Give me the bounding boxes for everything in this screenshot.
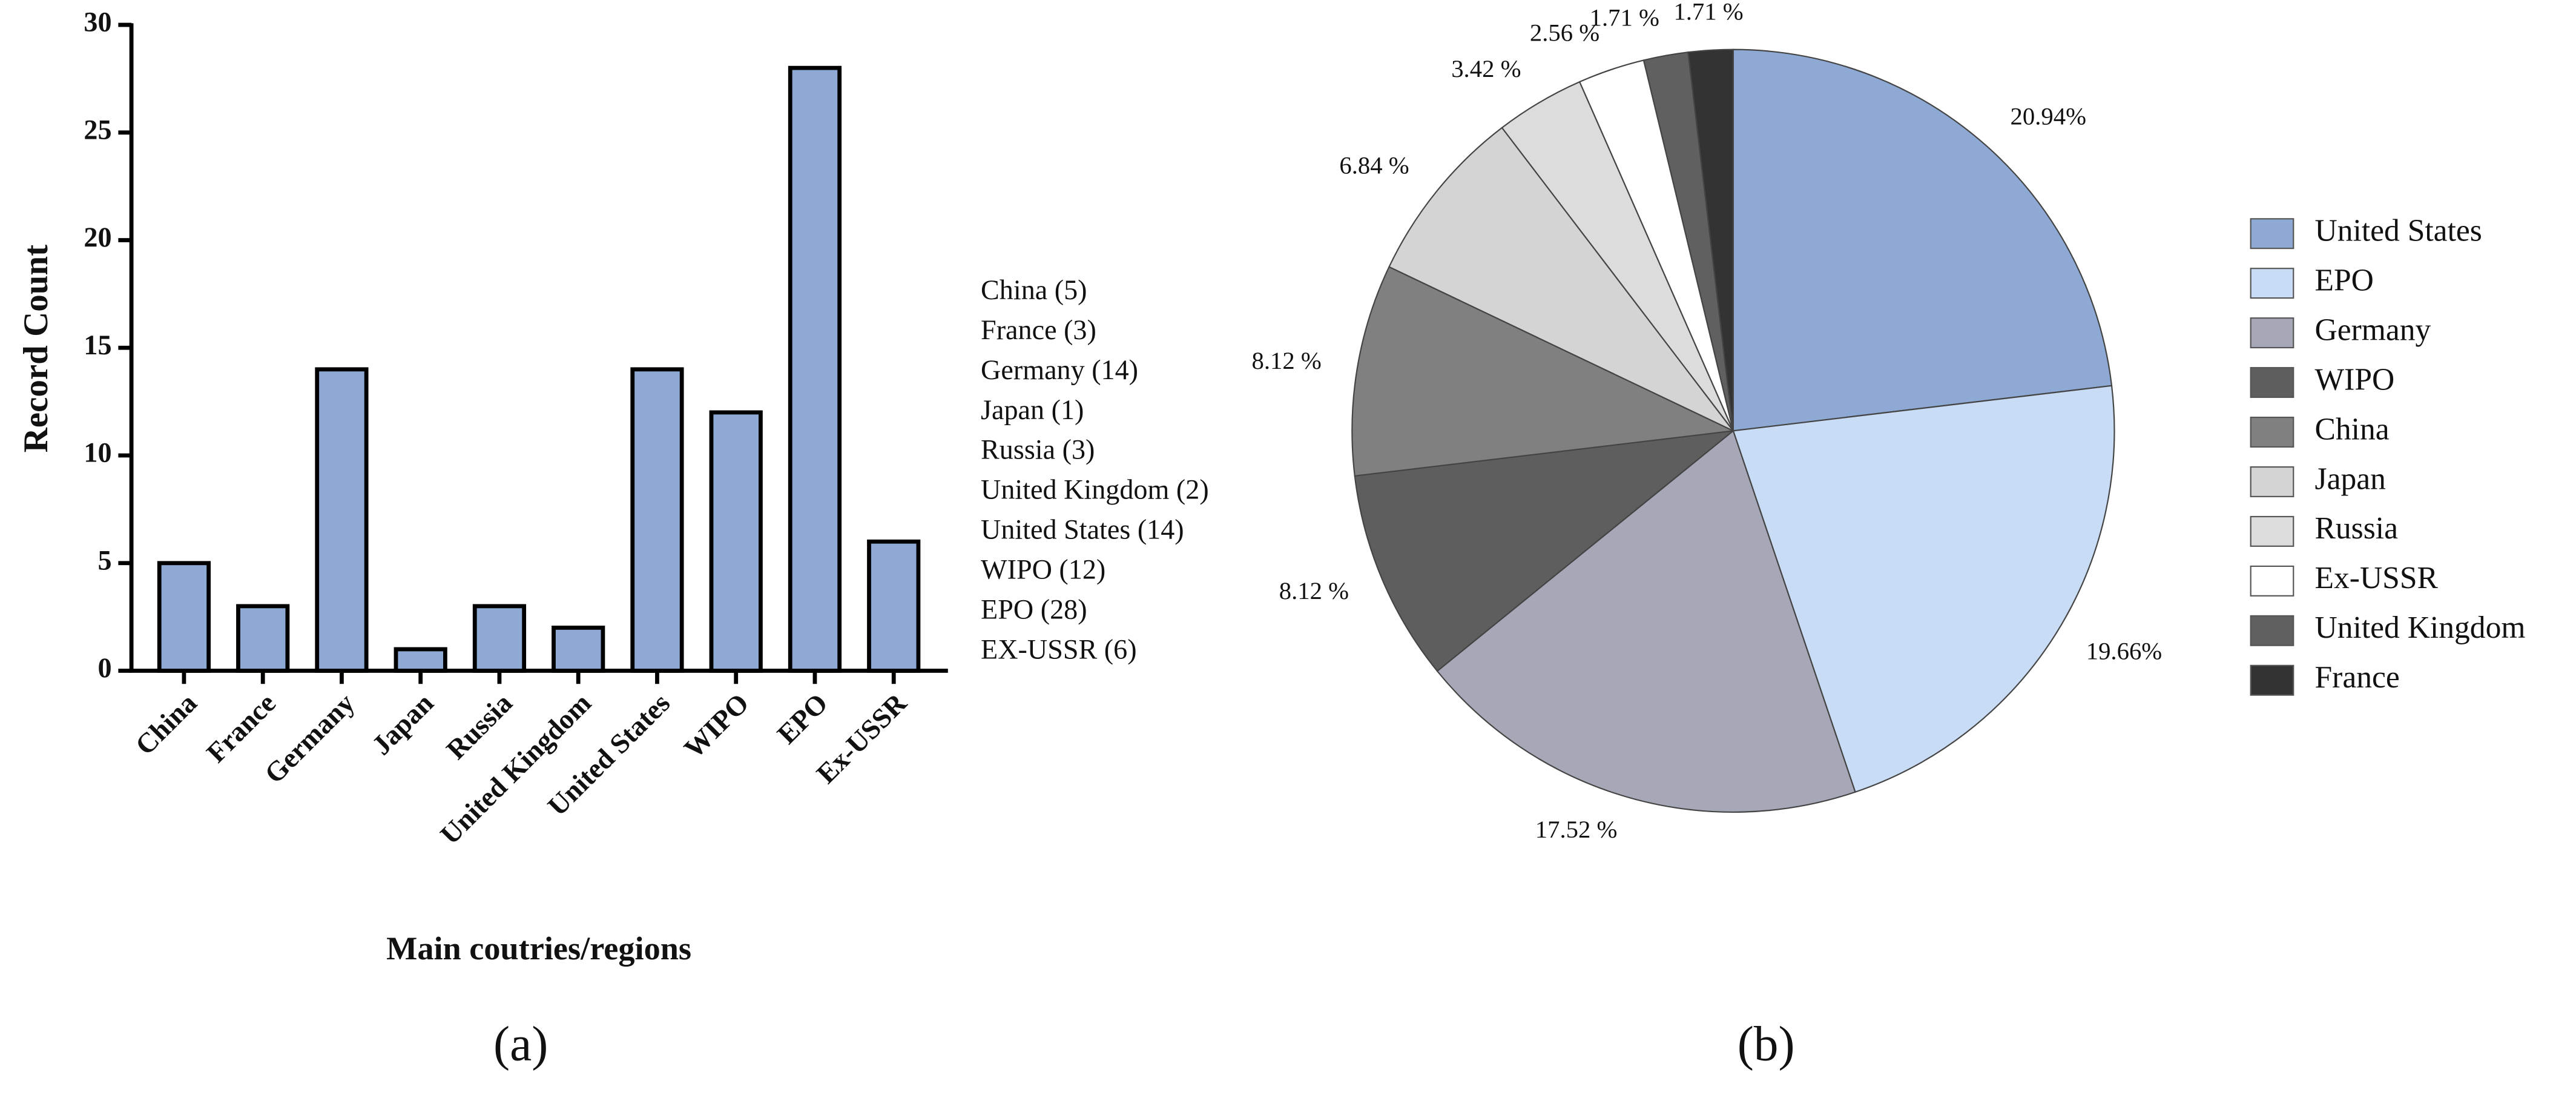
legend-label: Germany (2315, 313, 2431, 347)
annotation: France (3) (981, 314, 1096, 345)
x-tick-label: Japan (366, 687, 439, 761)
slice-label: 3.42 % (1451, 55, 1521, 82)
bar (394, 647, 447, 673)
bar (630, 367, 684, 673)
x-tick-label: WIPO (678, 687, 755, 764)
slice-label: 1.71 % (1673, 0, 1743, 25)
slice-label: 1.71 % (1590, 4, 1659, 31)
bar (709, 410, 763, 673)
annotation: United Kingdom (2) (981, 474, 1209, 505)
bar (157, 561, 211, 673)
annotation: United States (14) (981, 514, 1184, 545)
pie-slice (1732, 48, 2113, 432)
pie-slice (1687, 48, 1734, 431)
y-tick-label: 30 (84, 7, 111, 38)
legend-swatch (2250, 466, 2294, 497)
legend-swatch (2250, 615, 2294, 646)
legend-swatch (2250, 367, 2294, 399)
annotation: Japan (1) (981, 394, 1084, 425)
y-tick-label: 25 (84, 114, 111, 145)
legend-label: Russia (2315, 511, 2399, 546)
bar (552, 626, 605, 673)
slice-label: 17.52 % (1535, 816, 1618, 843)
legend-label: WIPO (2315, 362, 2395, 397)
panel-label: (a) (493, 1016, 548, 1071)
legend-swatch (2250, 317, 2294, 349)
x-tick-label: EPO (771, 687, 834, 750)
y-tick-label: 20 (84, 222, 111, 253)
x-tick-label: China (130, 687, 203, 761)
annotation: EX-USSR (6) (981, 634, 1137, 664)
pie-slice (1354, 429, 1736, 672)
legend-swatch (2250, 565, 2294, 597)
panel-label: (b) (1738, 1016, 1795, 1071)
legend-label: EPO (2315, 263, 2374, 297)
pie-slice (1732, 385, 2115, 793)
y-tick-label: 0 (97, 652, 111, 683)
pie-slice (1388, 127, 1734, 432)
y-tick-label: 5 (97, 544, 111, 575)
legend-swatch (2250, 268, 2294, 299)
bar (867, 539, 921, 673)
bar (788, 65, 842, 673)
legend-label: China (2315, 412, 2390, 446)
x-tick-label: Russia (440, 687, 518, 766)
annotation: WIPO (12) (981, 554, 1105, 585)
slice-label: 8.12 % (1251, 347, 1321, 374)
annotation: Germany (14) (981, 354, 1138, 385)
slice-label: 6.84 % (1339, 151, 1409, 179)
annotation: EPO (28) (981, 594, 1087, 625)
slice-label: 2.56 % (1530, 19, 1599, 47)
slice-label: 19.66% (2086, 638, 2162, 665)
annotation: Russia (3) (981, 434, 1095, 465)
pie-slice (1351, 266, 1736, 477)
legend-swatch (2250, 664, 2294, 696)
slice-label: 20.94% (2011, 102, 2086, 130)
legend-label: United States (2315, 214, 2482, 248)
y-axis-label: Record Count (17, 245, 55, 452)
slice-label: 8.12 % (1279, 577, 1349, 604)
legend-label: Ex-USSR (2315, 561, 2439, 595)
bar (236, 604, 290, 673)
bar (472, 604, 527, 673)
pie-slice (1436, 429, 1856, 813)
annotation: China (5) (981, 274, 1087, 305)
legend-label: France (2315, 660, 2400, 695)
legend-label: United Kingdom (2315, 610, 2526, 645)
bar (315, 367, 369, 673)
y-tick-label: 10 (84, 437, 111, 468)
x-axis-label: Main coutries/regions (386, 930, 691, 967)
legend-label: Japan (2315, 461, 2386, 496)
legend-swatch (2250, 416, 2294, 448)
y-tick-label: 15 (84, 329, 111, 360)
legend-swatch (2250, 218, 2294, 250)
legend-swatch (2250, 515, 2294, 547)
